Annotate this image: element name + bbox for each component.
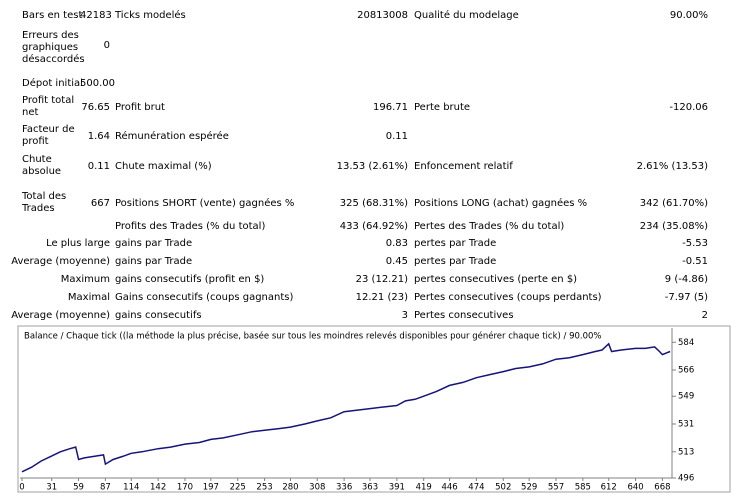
stat-value: 90.00% — [669, 10, 708, 21]
stat-label: gains par Trade — [115, 256, 193, 267]
stat-value: 196.71 — [373, 102, 408, 113]
stat-value: -7.97 (5) — [664, 292, 708, 303]
x-tick-label: 612 — [601, 483, 617, 493]
stat-label: Total des Trades — [22, 191, 67, 214]
x-tick-label: 336 — [336, 483, 352, 493]
stat-value: -120.06 — [669, 102, 708, 113]
x-tick-label: 308 — [309, 483, 325, 493]
stat-value: -5.53 — [682, 238, 708, 249]
y-tick-label: 584 — [678, 338, 694, 348]
stat-value: 2 — [701, 310, 708, 321]
x-tick-label: 668 — [654, 483, 670, 493]
stat-value: 42183 — [80, 10, 112, 21]
x-tick-label: 197 — [203, 483, 219, 493]
x-tick-label: 114 — [123, 483, 139, 493]
stat-label: Pertes consecutives — [414, 310, 514, 321]
stat-value: 0.11 — [385, 131, 408, 142]
x-tick-label: 59 — [73, 483, 84, 493]
stat-label: Profit brut — [115, 102, 165, 113]
stat-label: Erreurs des graphiques désaccordés — [22, 30, 85, 65]
stat-value: 76.65 — [81, 102, 110, 113]
stat-label: Positions LONG (achat) gagnées % — [414, 198, 588, 209]
stat-value: 667 — [90, 198, 110, 209]
stat-label: Chute absolue — [22, 154, 62, 177]
stat-label: Dépot initial — [22, 78, 83, 89]
stat-value: 12.21 (23) — [355, 292, 408, 303]
stat-value: 0.83 — [385, 238, 408, 249]
stat-label: Average (moyenne) — [11, 256, 110, 267]
stat-label: Rémunération espérée — [115, 131, 229, 142]
stat-label: Profit total net — [22, 95, 75, 118]
x-tick-label: 31 — [46, 483, 57, 493]
stat-value: 2.61% (13.53) — [636, 161, 708, 172]
stat-label: Average (moyenne) — [11, 310, 110, 321]
stat-label: pertes consecutives (perte en $) — [414, 274, 578, 285]
stat-label: Qualité du modelage — [414, 10, 519, 21]
x-tick-label: 640 — [627, 483, 643, 493]
stat-label: pertes par Trade — [414, 256, 497, 267]
balance-line — [21, 342, 671, 473]
stat-label: Profits des Trades (% du total) — [115, 221, 266, 232]
stat-value: 0 — [103, 40, 110, 51]
x-tick-label: 474 — [468, 483, 484, 493]
x-tick-label: 529 — [521, 483, 537, 493]
chart-frame — [17, 325, 731, 493]
stat-value: 9 (-4.86) — [664, 274, 708, 285]
x-tick-label: 391 — [389, 483, 405, 493]
stat-value: 23 (12.21) — [355, 274, 408, 285]
stat-value: 3 — [401, 310, 408, 321]
x-tick-label: 280 — [282, 483, 298, 493]
y-tick-label: 496 — [678, 474, 694, 484]
stat-label: Facteur de profit — [22, 124, 75, 147]
stat-label: Pertes consecutives (coups perdants) — [414, 292, 602, 303]
stat-label: Enfoncement relatif — [414, 161, 513, 172]
y-tick-label: 566 — [678, 366, 694, 376]
stat-label: Ticks modelés — [115, 10, 186, 21]
stat-value: 234 (35.08%) — [639, 221, 708, 232]
stat-value: 1.64 — [87, 131, 110, 142]
x-tick-label: 557 — [548, 483, 564, 493]
stat-label: gains consecutifs — [115, 310, 202, 321]
x-tick-label: 363 — [362, 483, 378, 493]
x-tick-label: 170 — [177, 483, 193, 493]
stat-value: 433 (64.92%) — [339, 221, 408, 232]
stat-label: Positions SHORT (vente) gagnées % — [115, 198, 295, 209]
stat-label: Pertes des Trades (% du total) — [414, 221, 565, 232]
y-tick-label: 531 — [678, 420, 694, 430]
stat-value: 13.53 (2.61%) — [336, 161, 408, 172]
x-tick-label: 419 — [416, 483, 432, 493]
stat-value: 500.00 — [80, 78, 115, 89]
stat-value: 342 (61.70%) — [639, 198, 708, 209]
stat-value: -0.51 — [682, 256, 708, 267]
stat-value: 20813008 — [357, 10, 408, 21]
stat-label: Le plus large — [46, 238, 110, 249]
stat-label: Perte brute — [414, 102, 471, 113]
x-tick-label: 87 — [100, 483, 111, 493]
x-tick-label: 253 — [256, 483, 272, 493]
stat-label: gains par Trade — [115, 238, 193, 249]
x-tick-label: 0 — [19, 483, 24, 493]
y-tick-label: 513 — [678, 447, 694, 457]
stat-value: 0.11 — [87, 161, 110, 172]
stat-label: Chute maximal (%) — [115, 161, 212, 172]
stat-value: 0.45 — [385, 256, 408, 267]
stat-label: Maximum — [60, 274, 110, 285]
stat-value: 325 (68.31%) — [339, 198, 408, 209]
x-tick-label: 502 — [495, 483, 511, 493]
stat-label: Gains consecutifs (coups gagnants) — [115, 292, 294, 303]
x-tick-label: 142 — [150, 483, 166, 493]
y-tick-label: 549 — [678, 392, 694, 402]
x-tick-label: 585 — [575, 483, 591, 493]
stat-label: pertes par Trade — [414, 238, 497, 249]
x-tick-label: 225 — [230, 483, 246, 493]
x-tick-label: 446 — [441, 483, 457, 493]
stat-label: gains consecutifs (profit en $) — [115, 274, 265, 285]
stat-label: Bars en test — [22, 10, 83, 21]
stat-label: Maximal — [67, 292, 110, 303]
chart-title: Balance / Chaque tick ((la méthode la pl… — [24, 331, 602, 342]
